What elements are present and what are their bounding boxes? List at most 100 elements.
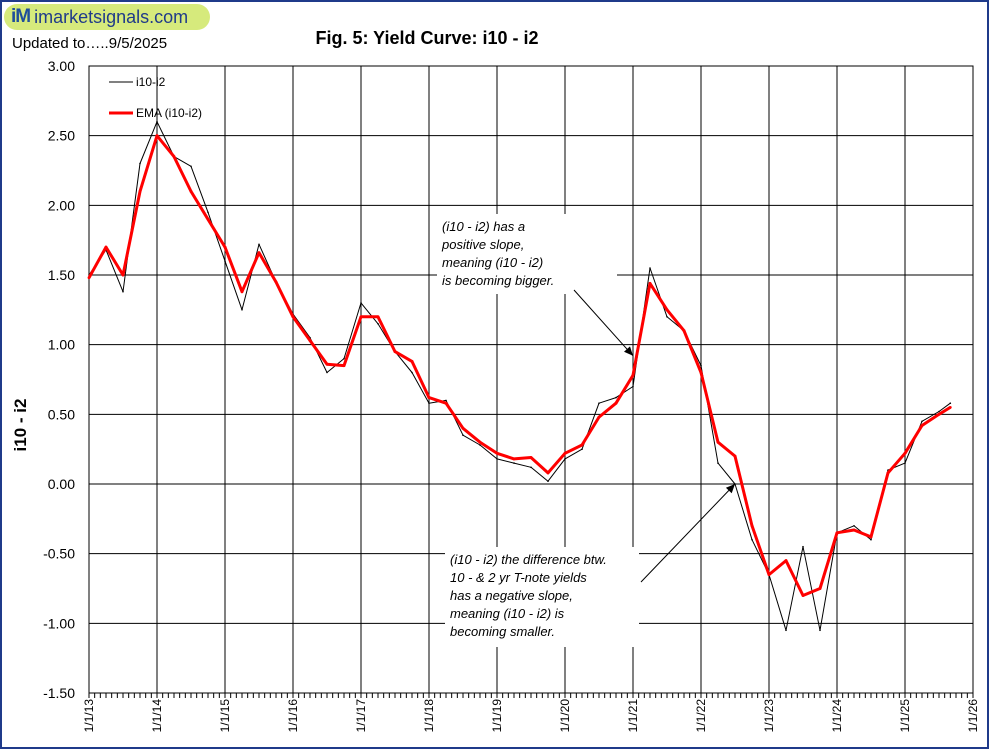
data-point <box>733 454 737 458</box>
data-point <box>615 396 617 399</box>
data-point <box>614 401 618 405</box>
data-point <box>138 190 142 193</box>
data-point <box>139 162 141 165</box>
data-point <box>948 406 952 409</box>
data-point <box>631 373 635 377</box>
x-tick-label: 1/1/20 <box>558 699 572 733</box>
y-axis-label: i10 - i2 <box>11 399 30 452</box>
data-point <box>716 440 720 444</box>
data-point <box>156 120 158 123</box>
data-point <box>87 276 91 280</box>
y-tick-label: -1.00 <box>43 615 75 631</box>
data-point <box>189 190 193 193</box>
annotation-arrow <box>640 483 736 583</box>
x-tick-label: 1/1/17 <box>354 699 368 733</box>
data-point <box>564 458 566 460</box>
x-tick-label: 1/1/22 <box>694 699 708 733</box>
data-point <box>190 165 192 168</box>
data-point <box>376 315 380 319</box>
y-tick-label: 2.00 <box>48 197 75 213</box>
x-tick-label: 1/1/15 <box>218 699 232 733</box>
chart-title: Fig. 5: Yield Curve: i10 - i2 <box>315 28 538 48</box>
data-point <box>785 629 787 632</box>
data-point <box>530 466 532 469</box>
annotations: (i10 - i2) has a positive slope, meaning (… <box>437 214 736 647</box>
annotation-text: meaning (i10 - i2) is <box>450 606 565 621</box>
data-point <box>461 426 465 430</box>
data-point <box>682 329 686 333</box>
annotation-arrow <box>573 289 634 357</box>
logo-mark: iM <box>11 6 31 27</box>
data-point <box>512 457 516 461</box>
brand-logo[interactable]: iM imarketsignals.com <box>4 4 210 30</box>
data-point <box>835 531 839 535</box>
data-point <box>462 434 464 437</box>
data-point <box>479 444 481 446</box>
data-point <box>496 458 498 460</box>
annotation-text: becoming smaller. <box>450 624 555 639</box>
data-point <box>359 315 363 319</box>
data-point <box>700 364 702 367</box>
data-point <box>428 402 430 405</box>
x-tick-label: 1/1/16 <box>286 699 300 733</box>
y-tick-label: 1.00 <box>48 337 75 353</box>
data-point <box>853 525 855 527</box>
data-point <box>274 280 278 284</box>
data-point <box>920 424 924 427</box>
data-point <box>224 260 226 262</box>
data-point <box>767 573 771 576</box>
annotation-box <box>437 214 617 294</box>
data-point <box>495 451 499 455</box>
data-point <box>699 371 703 374</box>
data-point <box>478 440 482 444</box>
annotation-text: 10 - & 2 yr T-note yields <box>450 570 587 585</box>
data-point <box>444 401 448 405</box>
annotation-arrowhead <box>624 346 633 356</box>
data-point <box>172 155 176 159</box>
data-point <box>563 451 567 455</box>
series-line-ema <box>87 134 952 597</box>
data-point <box>921 420 923 423</box>
data-point <box>666 316 668 318</box>
data-point <box>155 134 159 138</box>
annotation-arrowhead <box>725 484 735 494</box>
y-tick-label: 1.50 <box>48 267 75 283</box>
annotation-text: (i10 - i2) the difference btw. <box>450 552 607 567</box>
axes-layer: 3.00 2.50 2.00 1.50 1.00 0.50 0.00 -0.50 -1.00 -1… <box>43 58 980 732</box>
data-point <box>377 323 379 325</box>
data-point <box>597 415 601 419</box>
data-point <box>648 282 652 285</box>
data-point <box>852 528 856 532</box>
data-point <box>513 462 515 464</box>
data-point <box>870 538 872 541</box>
data-point <box>784 559 788 562</box>
data-point <box>223 245 227 249</box>
y-tick-label: -0.50 <box>43 546 75 562</box>
data-point <box>598 402 600 405</box>
data-point <box>869 535 873 539</box>
data-point <box>325 362 329 366</box>
data-point <box>649 267 651 269</box>
annotation-box <box>445 547 639 647</box>
x-tick-label: 1/1/25 <box>898 699 912 733</box>
data-point <box>343 357 345 360</box>
data-point <box>665 308 669 312</box>
data-point <box>547 480 549 483</box>
data-point <box>257 251 261 255</box>
data-point <box>360 302 362 304</box>
data-point <box>241 309 243 311</box>
data-point <box>342 364 346 367</box>
y-tick-label: 2.50 <box>48 128 75 144</box>
annotation-text: meaning (i10 - i2) <box>442 255 543 270</box>
data-point <box>818 587 822 590</box>
data-point <box>903 451 907 455</box>
data-point <box>717 462 719 464</box>
series-line-i10-i2 <box>88 121 951 631</box>
data-point <box>886 471 890 475</box>
data-point <box>122 290 124 293</box>
annotation-text: positive slope, <box>441 237 524 252</box>
brand-name: imarketsignals.com <box>34 6 189 27</box>
x-tick-label: 1/1/24 <box>830 699 844 733</box>
annotation-text: (i10 - i2) has a <box>442 219 525 234</box>
